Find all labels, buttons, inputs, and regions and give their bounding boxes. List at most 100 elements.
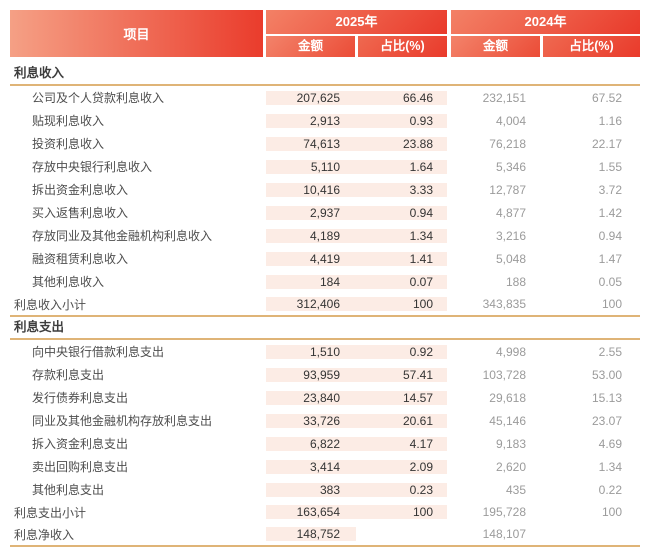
cell-2024-amount: 76,218	[489, 136, 526, 151]
row-label: 公司及个人贷款利息收入	[32, 91, 165, 105]
row-label: 拆出资金利息收入	[32, 183, 129, 197]
cell-2024-amount: 435	[505, 482, 526, 497]
cell-2025-amount: 5,110	[266, 159, 356, 174]
cell-2024-amount: 12,787	[489, 182, 526, 197]
divider-line	[10, 84, 640, 86]
cell-2024-amount: 148,107	[482, 527, 526, 541]
cell-2024-pct: 4.69	[598, 436, 622, 451]
cell-2024-amount: 103,728	[482, 367, 526, 382]
cell-2024-amount: 5,048	[495, 251, 526, 266]
cell-2025-pct: 1.34	[356, 228, 447, 243]
cell-2024-pct: 1.42	[598, 205, 622, 220]
cell-2024-pct: 1.16	[598, 113, 622, 128]
header-group-2024: 2024年 金额 占比(%)	[451, 10, 640, 57]
table-row: 存放中央银行利息收入 5,110 1.64 5,346 1.55	[10, 155, 640, 178]
cell-2024-pct: 15.13	[591, 390, 622, 405]
interest-income-expense-table: 项目 2025年 金额 占比(%) 2024年 金额 占比(%) 利息收入 公司…	[10, 10, 640, 547]
cell-2025-amount: 93,959	[266, 367, 356, 382]
header-item-cell: 项目	[10, 10, 263, 57]
table-row: 其他利息收入 184 0.07 188 0.05	[10, 270, 640, 293]
row-label: 融资租赁利息收入	[32, 252, 129, 266]
cell-2024-pct: 53.00	[591, 367, 622, 382]
row-label: 投资利息收入	[32, 137, 105, 151]
table-row: 投资利息收入 74,613 23.88 76,218 22.17	[10, 132, 640, 155]
divider-line-bottom	[10, 545, 640, 547]
cell-2025-pct: 100	[356, 505, 447, 519]
header-amount-2025: 金额	[266, 36, 355, 57]
cell-2025-amount: 2,937	[266, 205, 356, 220]
table-row: 同业及其他金融机构存放利息支出 33,726 20.61 45,146 23.0…	[10, 409, 640, 432]
cell-2024-amount: 4,998	[495, 344, 526, 359]
header-amount-2024: 金额	[451, 36, 540, 57]
row-label: 利息收入小计	[14, 297, 87, 312]
table-row: 公司及个人贷款利息收入 207,625 66.46 232,151 67.52	[10, 86, 640, 109]
row-label: 向中央银行借款利息支出	[32, 345, 165, 359]
cell-2025-amount: 23,840	[266, 390, 356, 405]
divider-line	[10, 338, 640, 340]
cell-2025-amount: 207,625	[266, 90, 356, 105]
row-label: 存款利息支出	[32, 368, 105, 382]
table-row: 存放同业及其他金融机构利息收入 4,189 1.34 3,216 0.94	[10, 224, 640, 247]
table-row: 贴现利息收入 2,913 0.93 4,004 1.16	[10, 109, 640, 132]
cell-2024-pct: 100	[601, 297, 622, 311]
cell-2025-amount: 1,510	[266, 344, 356, 359]
cell-2024-amount: 4,004	[495, 113, 526, 128]
cell-2024-pct: 0.94	[598, 228, 622, 243]
cell-2024-pct: 1.47	[598, 251, 622, 266]
row-label: 卖出回购利息支出	[32, 460, 129, 474]
cell-2025-amount: 3,414	[266, 459, 356, 474]
cell-2024-pct: 22.17	[591, 136, 622, 151]
cell-2024-pct: 67.52	[591, 90, 622, 105]
cell-2025-amount: 2,913	[266, 113, 356, 128]
cell-2025-amount: 10,416	[266, 182, 356, 197]
cell-2025-amount: 184	[266, 274, 356, 289]
section-title-interest-expense: 利息支出	[14, 320, 65, 334]
divider-line	[10, 315, 640, 317]
cell-2025-amount: 383	[266, 482, 356, 497]
cell-2025-pct: 2.09	[356, 459, 447, 474]
subtotal-row-interest-expense: 利息支出小计 163,654 100 195,728 100	[10, 501, 640, 523]
cell-2025-pct: 1.41	[356, 251, 447, 266]
cell-2024-pct: 100	[601, 505, 622, 519]
cell-2024-pct: 1.55	[598, 159, 622, 174]
cell-2025-pct: 20.61	[356, 413, 447, 428]
table-row: 融资租赁利息收入 4,419 1.41 5,048 1.47	[10, 247, 640, 270]
cell-2025-pct: 100	[356, 297, 447, 311]
cell-2024-amount: 195,728	[482, 505, 526, 519]
row-label: 发行债券利息支出	[32, 391, 129, 405]
row-label: 存放中央银行利息收入	[32, 160, 153, 174]
header-year-2025: 2025年	[266, 10, 447, 34]
cell-2024-pct: 3.72	[598, 182, 622, 197]
cell-2024-amount: 2,620	[495, 459, 526, 474]
cell-2025-pct: 0.07	[356, 274, 447, 289]
table-row: 其他利息支出 383 0.23 435 0.22	[10, 478, 640, 501]
cell-2024-pct: 23.07	[591, 413, 622, 428]
cell-2024-amount: 188	[505, 274, 526, 289]
header-pct-2025: 占比(%)	[358, 36, 447, 57]
cell-2024-amount: 4,877	[495, 205, 526, 220]
row-label: 贴现利息收入	[32, 114, 105, 128]
row-label: 利息支出小计	[14, 505, 87, 520]
cell-2024-amount: 45,146	[489, 413, 526, 428]
cell-2024-amount: 5,346	[495, 159, 526, 174]
cell-2025-amount: 163,654	[266, 505, 356, 519]
table-row: 拆入资金利息支出 6,822 4.17 9,183 4.69	[10, 432, 640, 455]
cell-2024-amount: 29,618	[489, 390, 526, 405]
row-label: 存放同业及其他金融机构利息收入	[32, 229, 213, 243]
net-interest-income-row: 利息净收入 148,752 148,107	[10, 523, 640, 545]
cell-2024-amount: 232,151	[482, 90, 526, 105]
cell-2025-amount: 148,752	[266, 527, 356, 541]
cell-2025-amount: 33,726	[266, 413, 356, 428]
cell-2024-pct: 0.22	[598, 482, 622, 497]
row-label: 买入返售利息收入	[32, 206, 129, 220]
row-label: 拆入资金利息支出	[32, 437, 129, 451]
header-group-2025: 2025年 金额 占比(%)	[266, 10, 447, 57]
row-label: 其他利息收入	[32, 275, 105, 289]
table-row: 存款利息支出 93,959 57.41 103,728 53.00	[10, 363, 640, 386]
cell-2025-pct: 14.57	[356, 390, 447, 405]
cell-2025-pct: 4.17	[356, 436, 447, 451]
cell-2025-amount: 312,406	[266, 297, 356, 311]
row-label: 同业及其他金融机构存放利息支出	[32, 414, 213, 428]
cell-2024-amount: 9,183	[495, 436, 526, 451]
cell-2025-pct: 66.46	[356, 90, 447, 105]
